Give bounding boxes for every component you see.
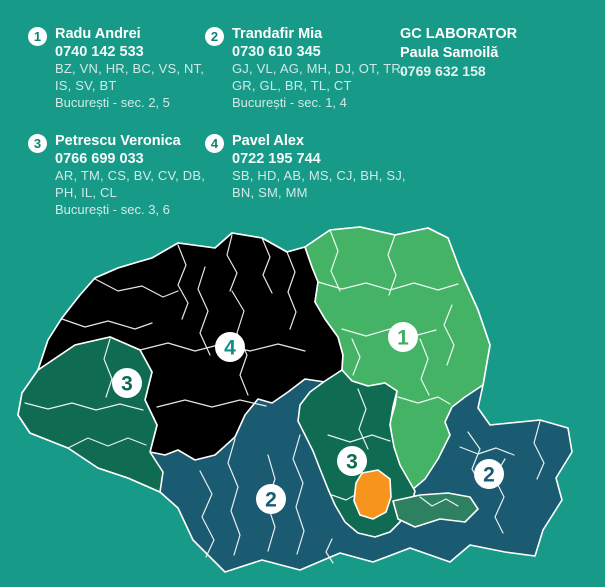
gc-contact-phone: 0769 632 158 xyxy=(400,63,486,79)
gc-contact-name: Paula Samoilă xyxy=(400,44,499,61)
region-4-badge: 4 xyxy=(205,134,224,153)
contact-counties: BZ, VN, HR, BC, VS, NT, IS, SV, BT xyxy=(55,61,205,93)
gc-laborator-title: GC LABORATOR xyxy=(400,26,518,42)
region-3-badge: 3 xyxy=(28,134,47,153)
county-border-lines-region3west xyxy=(24,338,147,449)
map-bucharest-county xyxy=(353,469,392,520)
map-ilcl-strip xyxy=(392,492,479,528)
contact-phone: 0730 610 345 xyxy=(232,44,321,60)
contact-card-1: 1 Radu Andrei 0740 142 533 BZ, VN, HR, B… xyxy=(28,25,207,111)
svg-text:3: 3 xyxy=(346,451,358,474)
romania-regions-map: 1 4 3 3 2 2 xyxy=(17,226,573,573)
contact-card-3: 3 Petrescu Veronica 0766 699 033 AR, TM,… xyxy=(28,132,220,218)
map-marker-3-west: 3 xyxy=(112,368,142,398)
svg-text:1: 1 xyxy=(397,327,409,350)
map-region-3-west xyxy=(17,336,164,493)
contact-bucharest-sectors: București - sec. 3, 6 xyxy=(55,202,170,217)
region-2-badge: 2 xyxy=(205,27,224,46)
contact-bucharest-sectors: București - sec. 2, 5 xyxy=(55,95,170,110)
contact-counties: GJ, VL, AG, MH, DJ, OT, TR, GR, GL, BR, … xyxy=(232,61,405,93)
county-border-lines-region1 xyxy=(317,229,459,405)
county-border-lines-region3center xyxy=(327,388,459,507)
svg-text:2: 2 xyxy=(265,489,277,512)
region-1-badge: 1 xyxy=(28,27,47,46)
contact-phone: 0766 699 033 xyxy=(55,151,144,167)
map-marker-4: 4 xyxy=(215,332,245,362)
contact-phone: 0740 142 533 xyxy=(55,44,144,60)
map-marker-3-south: 3 xyxy=(337,446,367,476)
contact-name: Petrescu Veronica xyxy=(55,133,181,149)
map-marker-2-southeast: 2 xyxy=(474,459,504,489)
contact-phone: 0722 195 744 xyxy=(232,151,321,167)
contact-card-4: 4 Pavel Alex 0722 195 744 SB, HD, AB, MS… xyxy=(205,132,406,201)
svg-text:2: 2 xyxy=(483,464,495,487)
contact-card-2: 2 Trandafir Mia 0730 610 345 GJ, VL, AG,… xyxy=(205,25,412,111)
contact-name: Radu Andrei xyxy=(55,26,141,42)
contact-bucharest-sectors: București - sec. 1, 4 xyxy=(232,95,347,110)
contact-counties: SB, HD, AB, MS, CJ, BH, SJ, BN, SM, MM xyxy=(232,168,406,200)
map-marker-2-south: 2 xyxy=(256,484,286,514)
svg-text:3: 3 xyxy=(121,373,133,396)
map-marker-1: 1 xyxy=(388,322,418,352)
contact-counties: AR, TM, CS, BV, CV, DB, PH, IL, CL xyxy=(55,168,206,200)
gc-laborator-card: GC LABORATOR Paula Samoilă 0769 632 158 xyxy=(400,25,517,81)
svg-text:4: 4 xyxy=(224,337,236,360)
contact-name: Pavel Alex xyxy=(232,133,305,149)
contact-name: Trandafir Mia xyxy=(232,26,323,42)
